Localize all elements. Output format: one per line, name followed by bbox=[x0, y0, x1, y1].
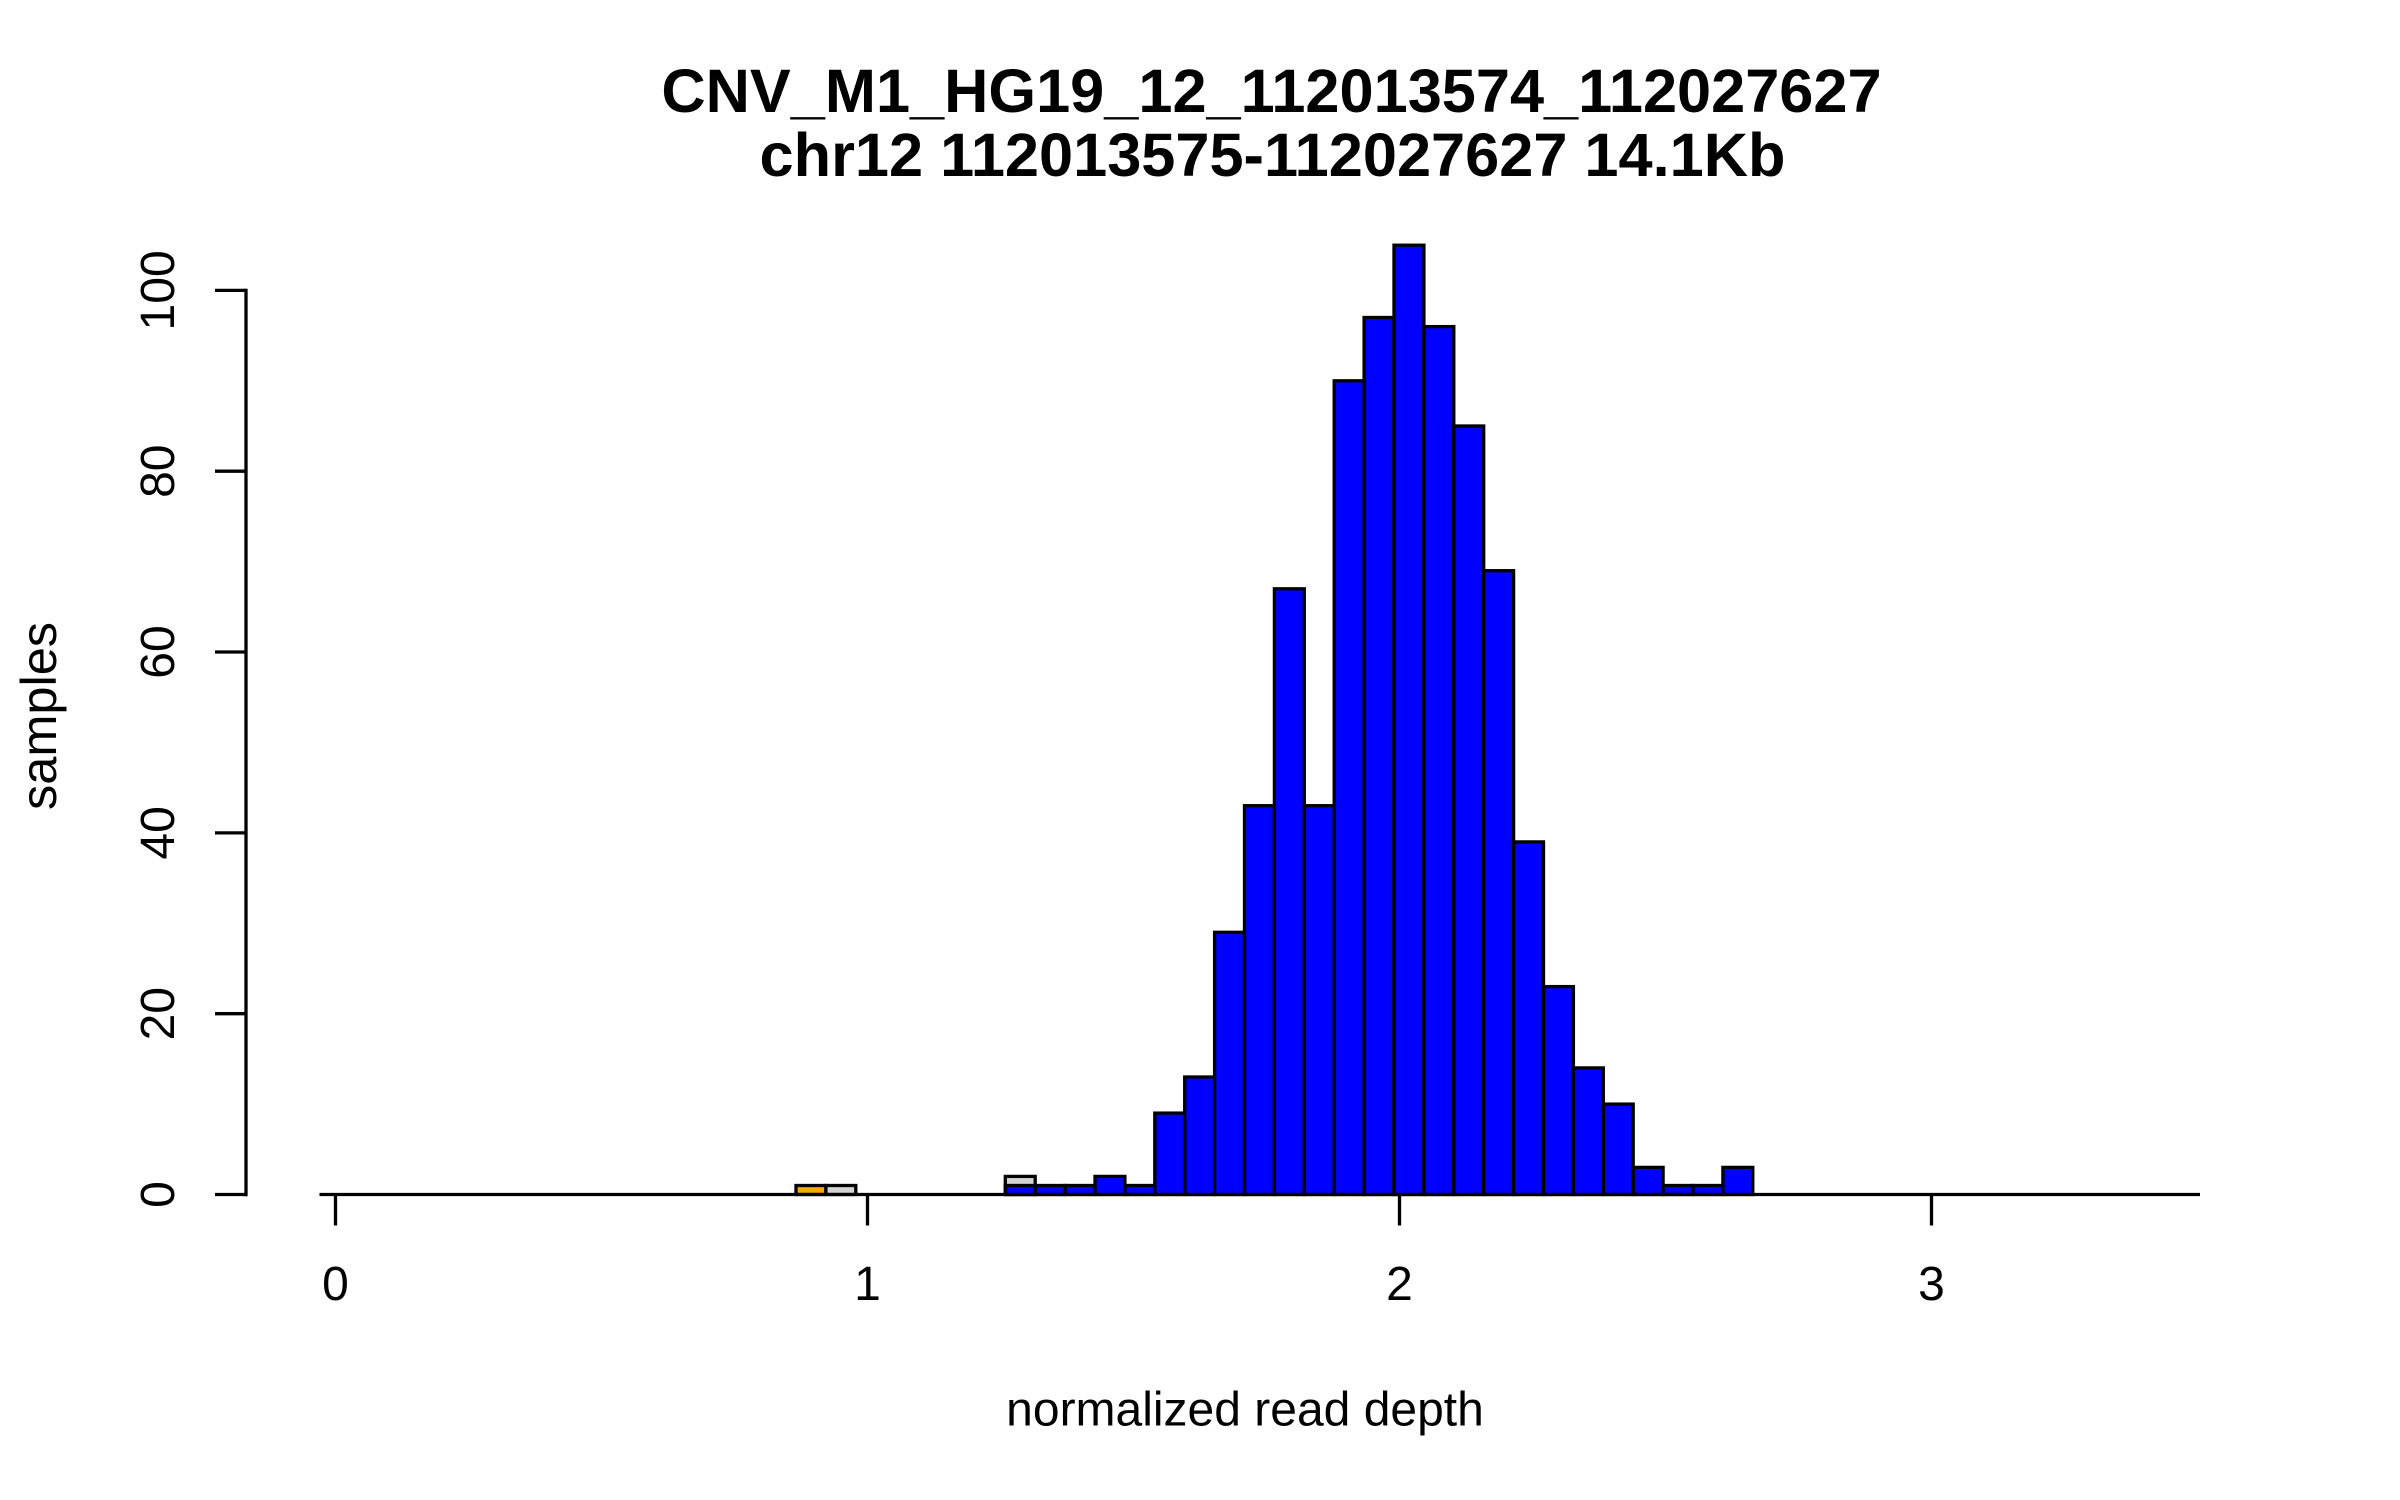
svg-text:normalized read depth: normalized read depth bbox=[1006, 1384, 1484, 1437]
svg-text:20: 20 bbox=[132, 987, 185, 1040]
svg-text:0: 0 bbox=[132, 1181, 185, 1208]
svg-text:60: 60 bbox=[132, 625, 185, 678]
svg-text:samples: samples bbox=[10, 622, 67, 810]
svg-text:80: 80 bbox=[132, 445, 185, 498]
svg-text:2: 2 bbox=[1386, 1258, 1413, 1311]
svg-text:1: 1 bbox=[854, 1258, 881, 1311]
svg-text:chr12 112013575-112027627 14.1: chr12 112013575-112027627 14.1Kb bbox=[760, 121, 1786, 189]
svg-text:100: 100 bbox=[132, 250, 185, 330]
svg-text:40: 40 bbox=[132, 806, 185, 859]
svg-text:0: 0 bbox=[322, 1258, 349, 1311]
svg-text:3: 3 bbox=[1918, 1258, 1945, 1311]
svg-text:CNV_M1_HG19_12_112013574_11202: CNV_M1_HG19_12_112013574_112027627 bbox=[661, 57, 1881, 125]
